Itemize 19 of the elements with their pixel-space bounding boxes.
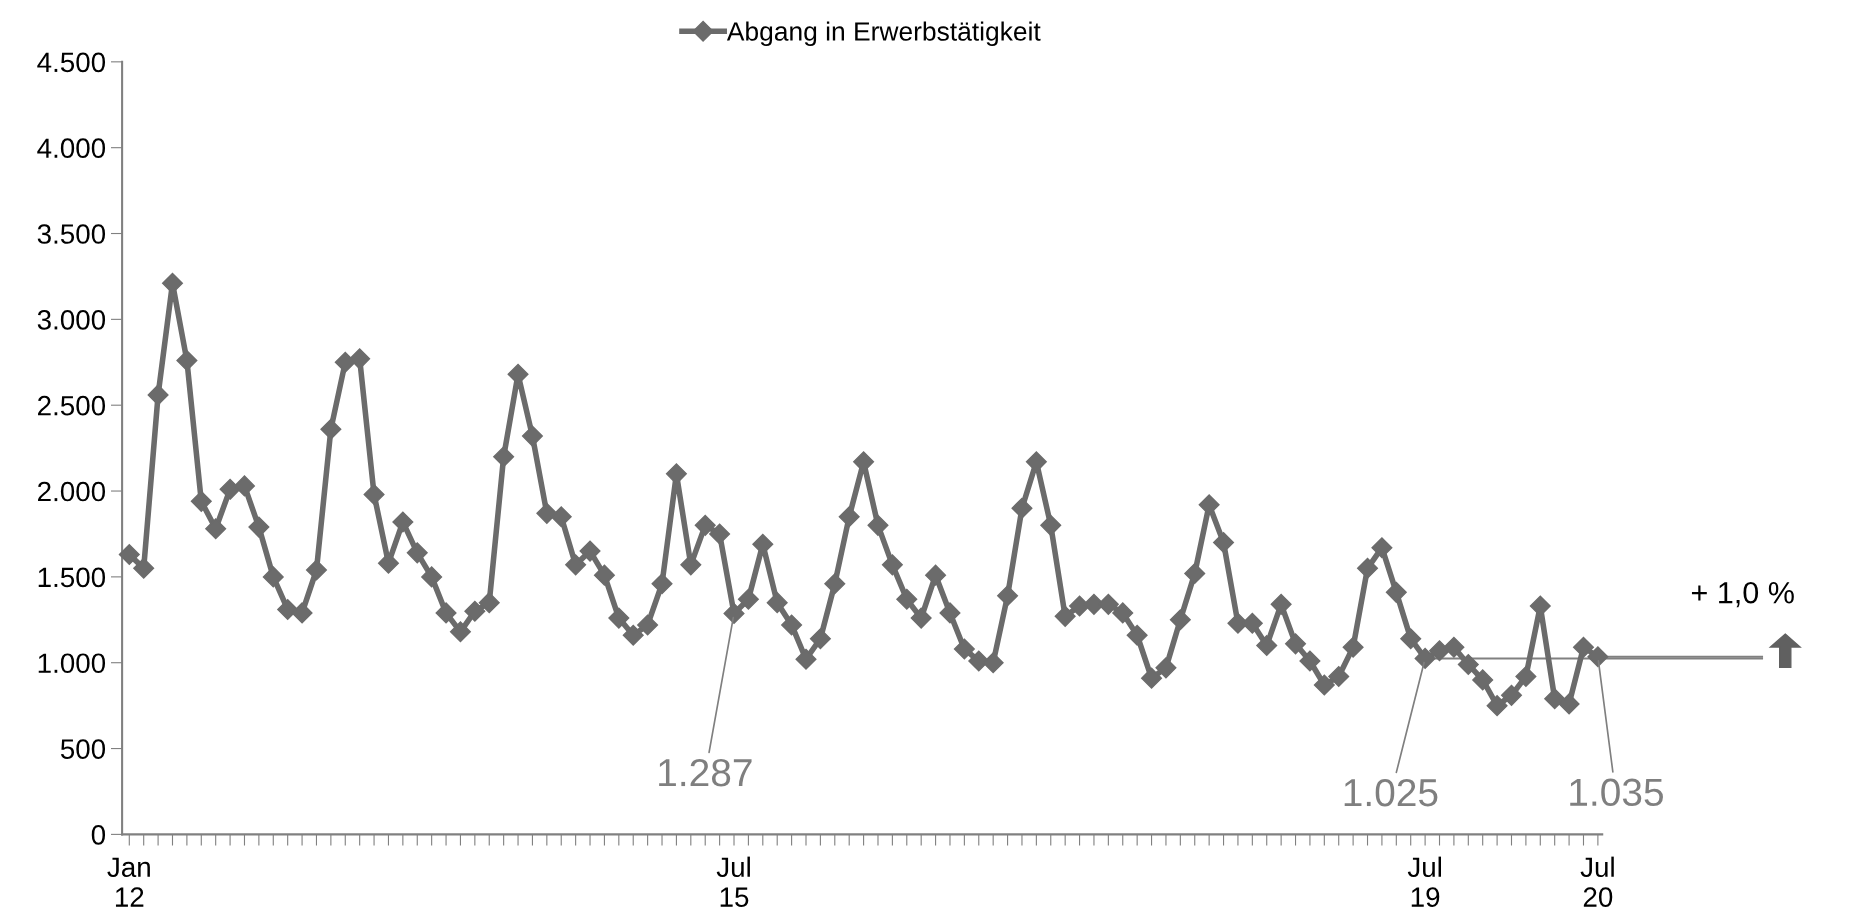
text: + 1,0 % — [1691, 581, 1794, 608]
annotation: 1.025 — [1344, 778, 1438, 807]
y-tick-label: 3.000 — [37, 310, 106, 330]
y-tick-label: 0 — [91, 825, 106, 845]
annotation: 1.035 — [1570, 778, 1663, 807]
x-tick-label: Jul 15 — [716, 856, 750, 907]
x-tick-label: Jul 20 — [1580, 856, 1614, 907]
y-tick-label: 2.000 — [38, 481, 106, 502]
y-tick-label: 4.000 — [37, 138, 106, 159]
legend-label: Abgang in Erwerbstätigkeit — [726, 21, 1041, 47]
annotation: 1.287 — [659, 758, 752, 787]
x-tick-label: Jul 19 — [1407, 856, 1442, 907]
y-tick-label: 2.500 — [38, 395, 106, 416]
y-tick-label: 3.500 — [37, 224, 106, 244]
y-tick-label: 1.000 — [38, 653, 106, 674]
x-tick-label: Jan 12 — [107, 857, 150, 907]
y-tick-label: 1.500 — [38, 567, 106, 588]
y-tick-label: 500 — [60, 739, 106, 759]
y-tick-label: 4.500 — [37, 52, 106, 73]
